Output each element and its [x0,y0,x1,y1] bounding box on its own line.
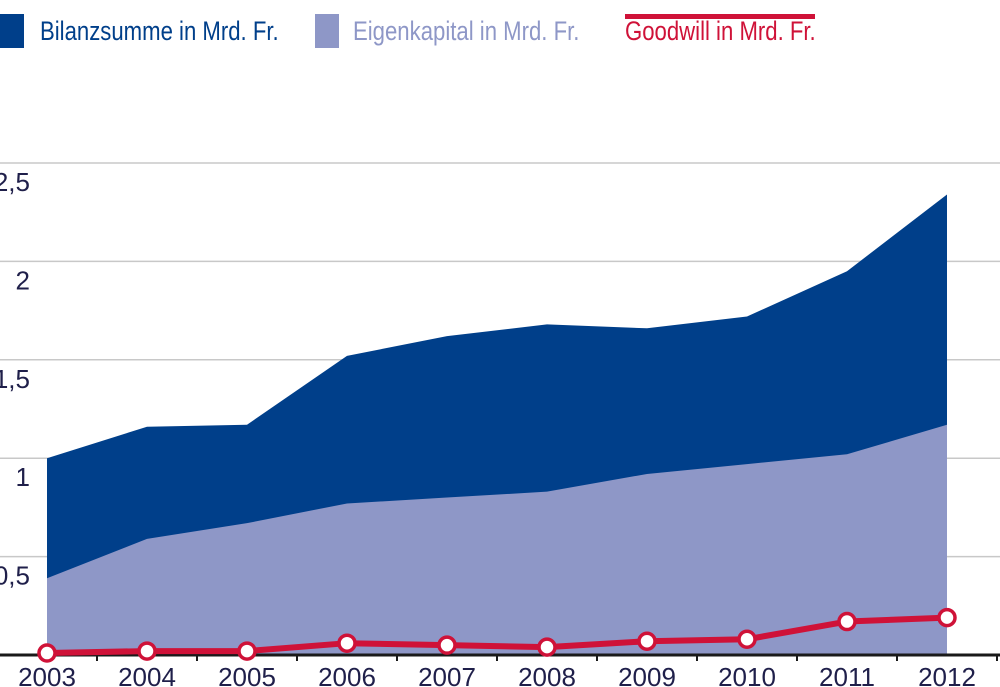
tick-labels: 0,5 1 1,5 2 2,5 2003 2004 2005 2006 2007 2008 2009 2… [0,167,976,687]
goodwill-point [637,631,657,651]
legend-swatch-bilanzsumme [0,14,24,48]
goodwill-point [737,629,757,650]
goodwill-series [37,607,957,663]
legend-swatch-goodwill [625,14,815,19]
legend-label-goodwill: Goodwill in Mrd. Fr. [625,16,816,46]
x-tick-label: 2011 [819,662,875,687]
x-tick-label: 2005 [218,662,276,687]
axes [0,653,1000,661]
x-tick-label: 2003 [18,662,76,687]
legend-label-eigenkapital: Eigenkapital in Mrd. Fr. [353,16,580,46]
y-tick-label: 2 [16,265,30,295]
x-tick-label: 2006 [318,662,376,687]
area-series [47,194,947,655]
goodwill-point [337,633,357,653]
x-tick-label: 2007 [418,662,476,687]
x-tick-label: 2008 [518,662,576,687]
y-tick-label: 1,5 [0,364,30,394]
chart-legend: Bilanzsumme in Mrd. Fr. Eigenkapital in … [0,0,1000,60]
goodwill-point [137,641,157,661]
y-tick-label: 2,5 [0,167,30,197]
goodwill-line [46,614,948,657]
legend-swatch-eigenkapital [315,14,339,48]
x-tick-label: 2009 [618,662,676,687]
goodwill-point [237,641,257,661]
y-tick-label: 0,5 [0,561,30,591]
legend-label-bilanzsumme: Bilanzsumme in Mrd. Fr. [40,16,279,46]
x-tick-label: 2004 [118,662,176,687]
y-tick-label: 1 [16,462,30,492]
goodwill-point [437,635,457,655]
area-eigenkapital [47,424,947,655]
x-tick-label: 2012 [918,662,976,687]
x-tick-label: 2010 [718,662,776,687]
goodwill-point [37,643,57,663]
goodwill-point [537,637,557,657]
goodwill-point [837,611,857,632]
goodwill-point [937,607,957,628]
